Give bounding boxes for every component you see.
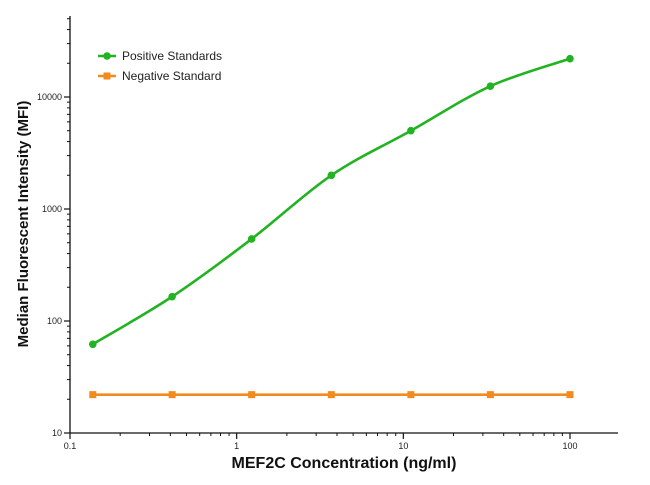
series-0 (88, 54, 574, 349)
y-tick-label: 1000 (42, 204, 62, 214)
y-axis-title: Median Fluorescent Intensity (MFI) (15, 101, 32, 348)
series-layer (88, 54, 574, 399)
data-point (248, 391, 256, 399)
y-tick-label: 10 (52, 428, 62, 438)
legend: Positive Standards Negative Standard (98, 49, 222, 83)
x-tick-label: 10 (398, 441, 408, 451)
y-tick-label: 100 (47, 316, 62, 326)
legend-label: Positive Standards (122, 49, 222, 63)
data-point (89, 391, 97, 399)
data-point (88, 340, 97, 349)
data-point (168, 391, 176, 399)
data-point (407, 126, 415, 135)
series-line (91, 57, 572, 346)
data-point (168, 292, 176, 301)
data-point (566, 54, 574, 63)
legend-item: Positive Standards (98, 49, 222, 63)
data-point (566, 391, 574, 399)
data-point (486, 82, 495, 90)
axes (69, 16, 618, 434)
tick-labels: 0.1 1 10 100 10 100 1000 10000 (37, 92, 578, 451)
x-axis-title: MEF2C Concentration (ng/ml) (232, 455, 457, 472)
data-point (247, 235, 256, 243)
x-tick-label: 0.1 (64, 441, 77, 451)
legend-marker (103, 72, 111, 80)
x-tick-label: 100 (562, 441, 577, 451)
y-tick-label: 10000 (37, 92, 62, 102)
data-point (407, 391, 415, 399)
legend-label: Negative Standard (122, 69, 221, 83)
legend-marker (103, 52, 111, 60)
data-point (327, 391, 335, 399)
data-point (327, 171, 336, 180)
x-tick-label: 1 (234, 441, 239, 451)
legend-item: Negative Standard (98, 69, 221, 83)
series-1 (89, 391, 574, 399)
data-point (486, 391, 494, 399)
tick-marks (64, 18, 571, 439)
